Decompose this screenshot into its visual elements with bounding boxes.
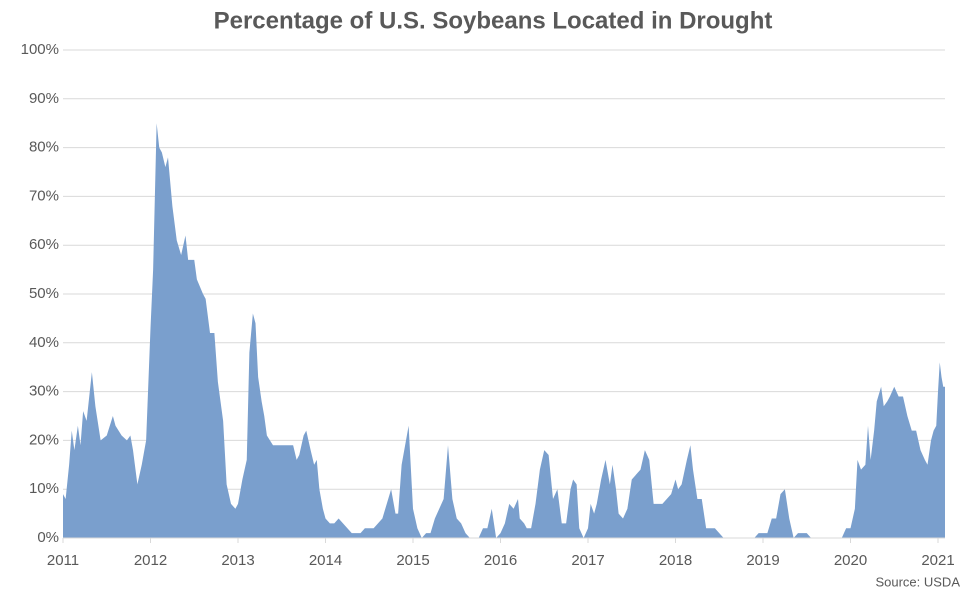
y-tick-label: 10% (29, 480, 59, 497)
x-tick-label: 2018 (659, 552, 692, 569)
y-tick-label: 100% (21, 41, 59, 58)
y-tick-label: 50% (29, 285, 59, 302)
x-tick-label: 2015 (396, 552, 429, 569)
y-tick-label: 70% (29, 187, 59, 204)
x-tick-label: 2011 (47, 552, 79, 569)
x-tick-label: 2013 (221, 552, 254, 569)
y-tick-label: 20% (29, 431, 59, 448)
x-tick-label: 2016 (484, 552, 517, 569)
y-tick-label: 80% (29, 139, 59, 156)
y-tick-label: 90% (29, 90, 59, 107)
area (63, 123, 945, 538)
y-tick-label: 40% (29, 334, 59, 351)
y-tick-label: 60% (29, 236, 59, 253)
x-tick-label: 2017 (571, 552, 604, 569)
source: Source: USDA (875, 574, 960, 589)
x-tick-label: 2014 (309, 552, 342, 569)
y-tick-label: 30% (29, 383, 59, 400)
x-tick-label: 2012 (134, 552, 167, 569)
x-tick-label: 2020 (834, 552, 867, 569)
y-tick-label: 0% (37, 529, 59, 546)
chart-title: Percentage of U.S. Soybeans Located in D… (214, 7, 773, 34)
x-tick-label: 2019 (746, 552, 779, 569)
x-tick-label: 2021 (921, 552, 954, 569)
